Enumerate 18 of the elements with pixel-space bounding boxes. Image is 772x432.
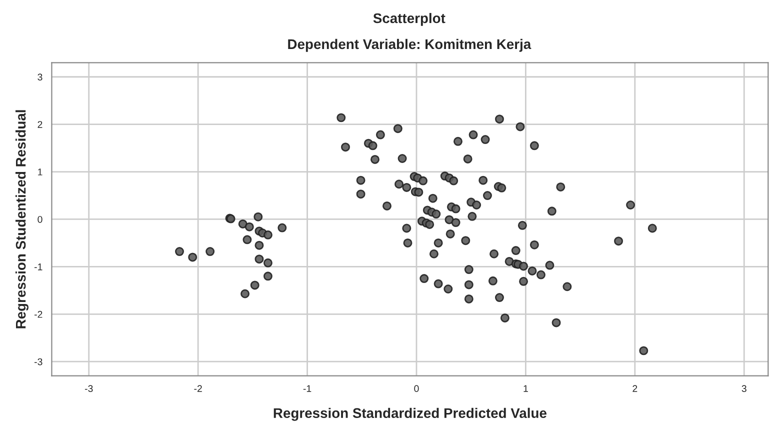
y-tick-label: -2 (34, 310, 42, 318)
chart-subtitle: Dependent Variable: Komitmen Kerja (288, 38, 532, 52)
x-tick-label: -1 (303, 385, 312, 392)
x-tick-label: 2 (632, 385, 638, 392)
y-tick-label: 0 (38, 216, 42, 223)
x-tick-label: 0 (414, 385, 419, 392)
x-tick-label: -2 (194, 385, 202, 392)
y-tick-label: 1 (38, 168, 42, 176)
y-tick-label: -3 (34, 358, 42, 366)
y-axis-title: Regression Studentized Residual (15, 110, 28, 328)
x-tick-label: 1 (524, 385, 528, 392)
x-axis-title: Regression Standardized Predicted Value (274, 408, 546, 421)
x-tick-label: 3 (742, 385, 746, 392)
y-tick-label: 2 (38, 121, 42, 128)
y-tick-label: 3 (38, 74, 42, 80)
chart-title: Scatterplot (373, 12, 446, 26)
x-tick-label: -3 (84, 385, 93, 392)
y-tick-label: -1 (34, 264, 42, 270)
